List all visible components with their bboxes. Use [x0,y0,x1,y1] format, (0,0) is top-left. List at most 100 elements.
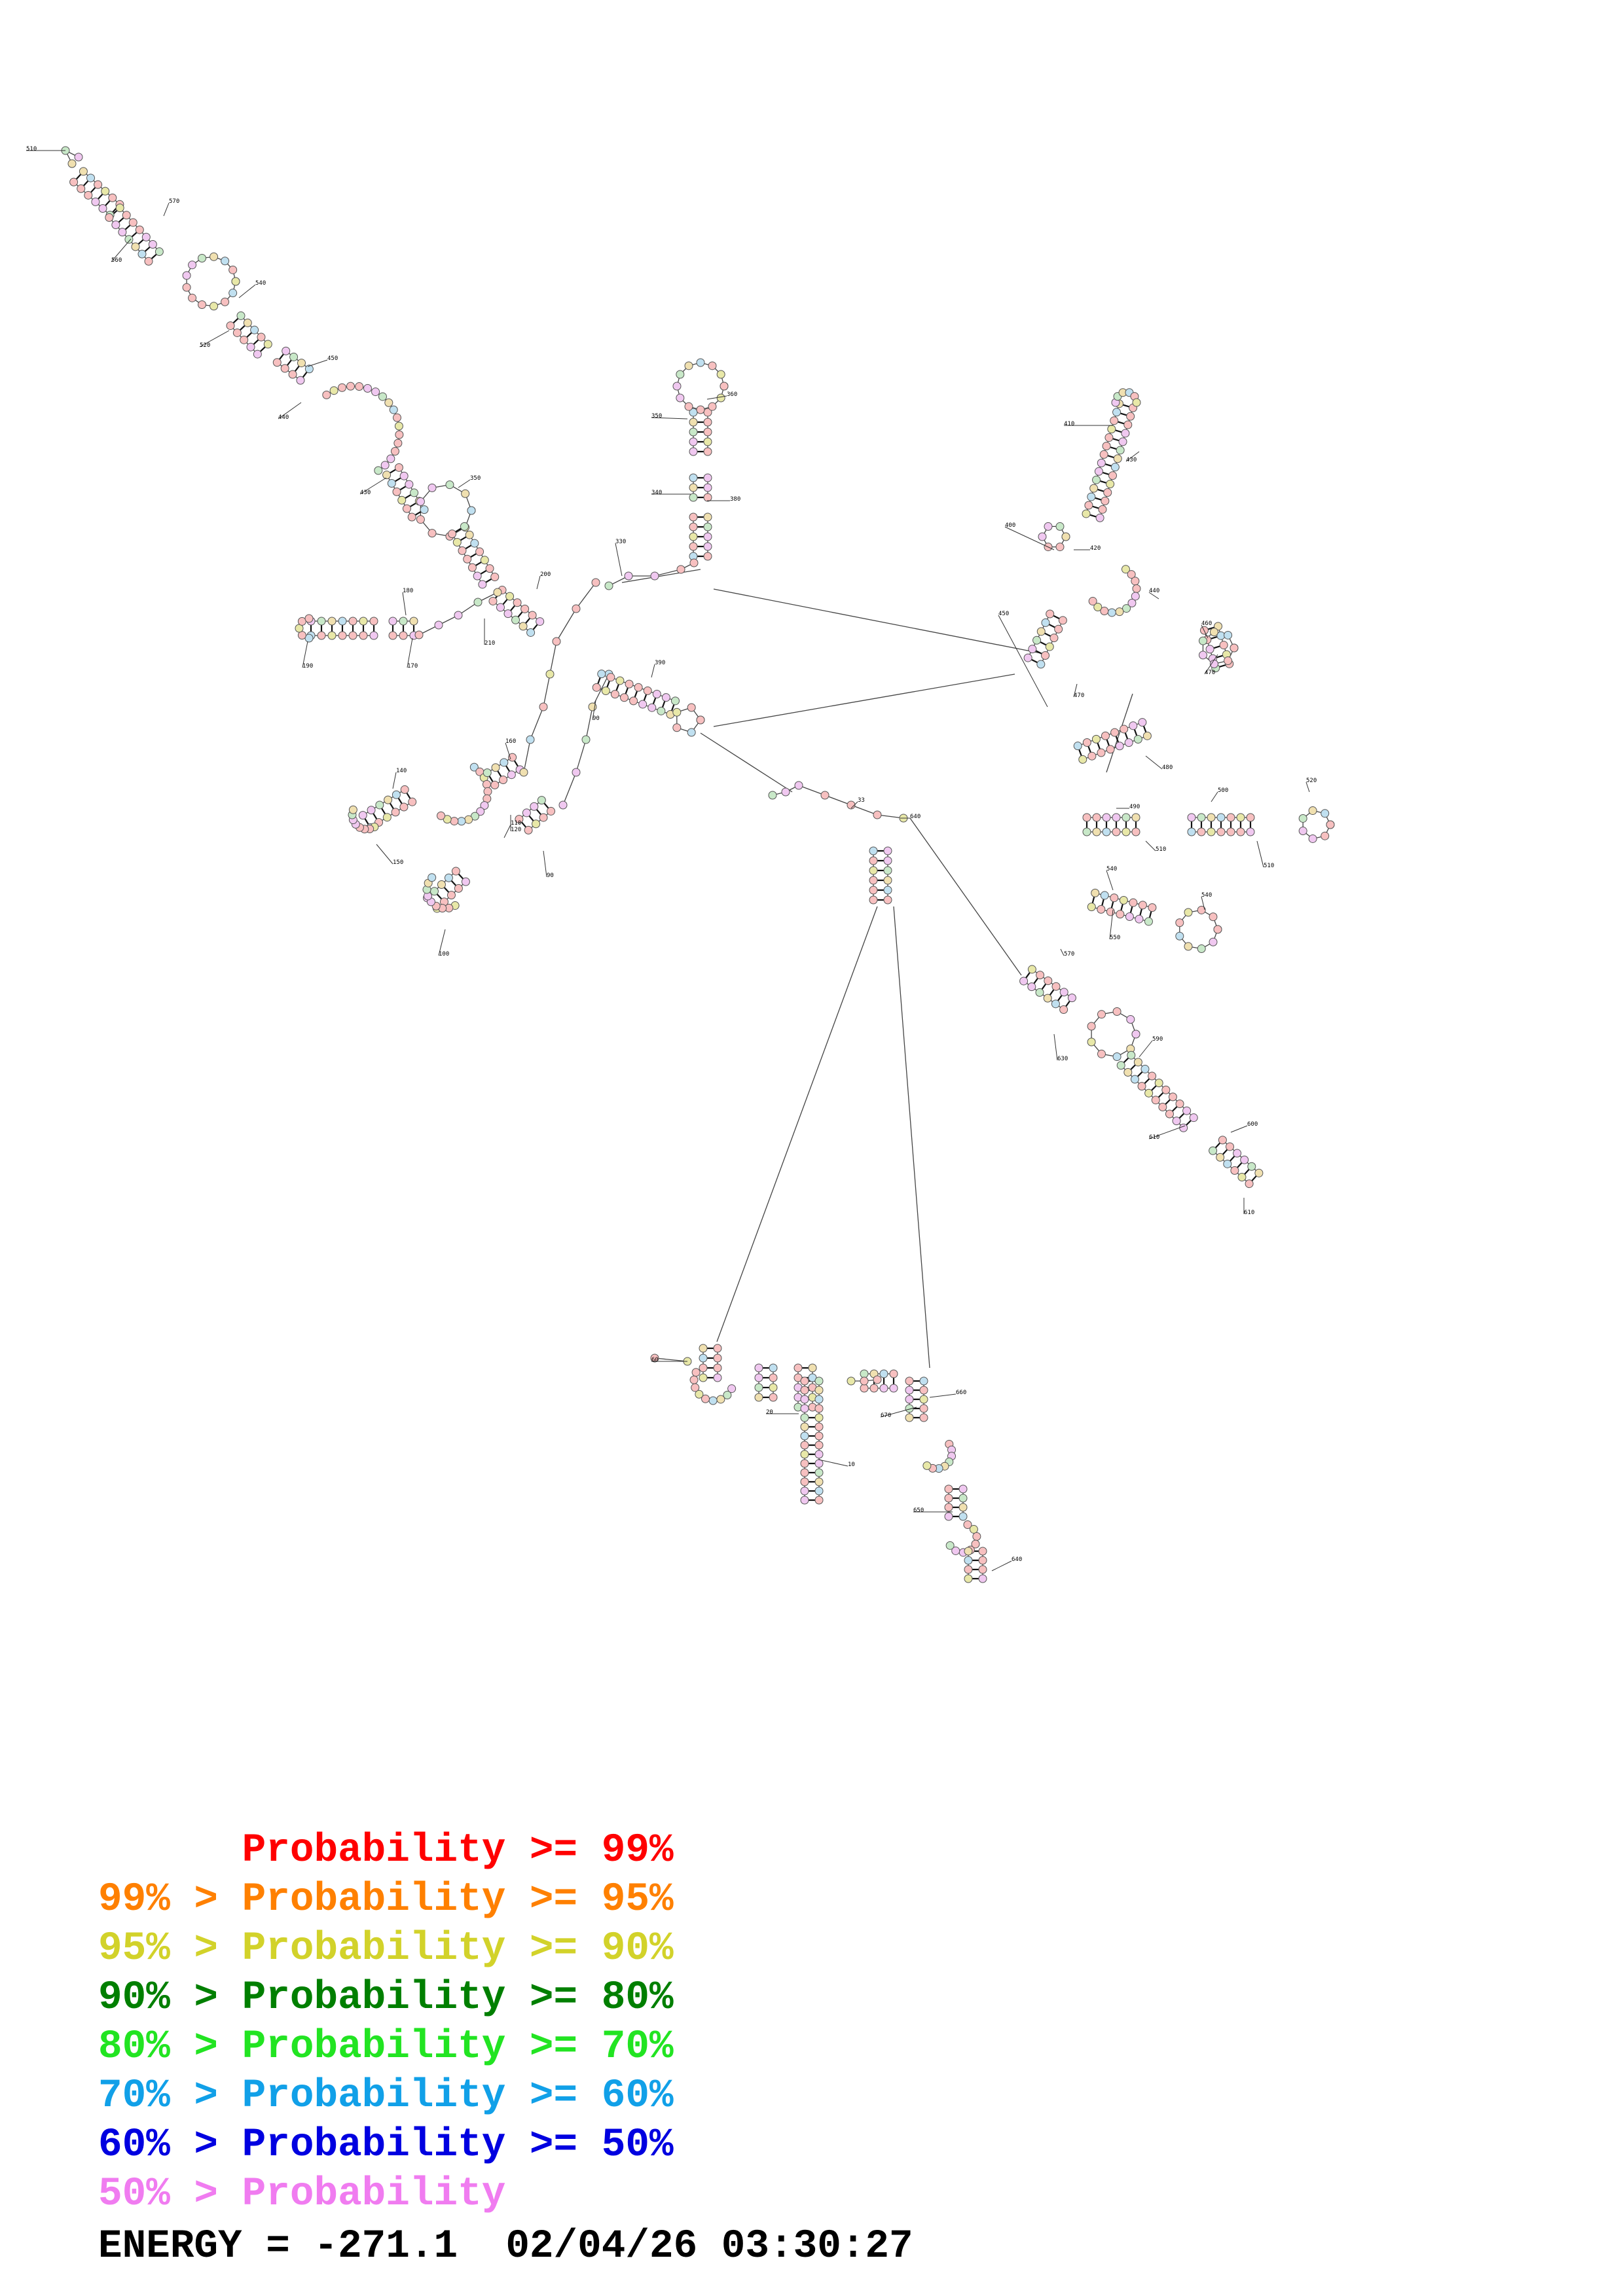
nucleotide [713,1363,722,1372]
nucleotide [716,393,725,403]
nucleotide [317,617,326,626]
nucleotide [508,753,517,762]
legend-row-60: 70% > Probability >= 60% [98,2072,674,2121]
nucleotide [1055,522,1065,531]
nucleotide [754,1363,763,1372]
label-leader [1201,624,1209,639]
label-leader [1256,840,1264,868]
position-label: 590 [1152,1036,1163,1043]
legend-label: Probability >= 50% [242,2123,674,2168]
nucleotide [408,797,417,806]
nucleotide [1236,827,1245,836]
nucleotide [526,735,535,744]
position-label: 510 [1156,846,1166,853]
nucleotide [483,787,492,796]
position-label: 450 [998,611,1009,617]
nucleotide [253,350,262,359]
label-leader [1148,592,1159,600]
label-leader [359,477,387,495]
nucleotide [629,696,638,706]
nucleotide [964,1565,973,1574]
legend-prefix: 80% > [98,2024,242,2070]
nucleotide [971,1539,980,1549]
nucleotide [1209,628,1218,637]
nucleotide [814,1459,824,1468]
nucleotide [1197,905,1206,914]
nucleotide [1175,918,1184,927]
nucleotide [814,1404,824,1413]
nucleotide [905,1376,914,1386]
position-label: 210 [484,640,495,647]
nucleotide [1237,1172,1247,1181]
nucleotide [1093,602,1103,611]
nucleotide [800,1376,809,1386]
nucleotide [1224,656,1233,666]
nucleotide [405,480,414,489]
label-leader [505,742,511,760]
nucleotide [359,631,368,640]
backbone-link [523,739,531,773]
nucleotide [460,522,469,531]
nucleotide [1216,813,1226,822]
nucleotide [1131,827,1140,836]
nucleotide [650,571,659,581]
nucleotide [282,346,291,355]
nucleotide [148,240,157,249]
nucleotide [800,1404,809,1413]
nucleotide [581,735,591,744]
nucleotide [684,402,693,411]
nucleotide [1184,908,1193,917]
backbone-link [1106,693,1133,773]
backbone-link [575,739,587,773]
position-label: 640 [910,814,921,820]
nucleotide [1112,813,1121,822]
nucleotide [634,683,643,692]
position-label: 470 [1205,670,1215,676]
label-leader [503,824,511,838]
nucleotide [67,159,77,168]
nucleotide [1088,597,1097,606]
nucleotide [1207,813,1216,822]
nucleotide [490,573,500,582]
label-leader [1060,948,1065,956]
nucleotide [601,686,610,695]
nucleotide [393,439,403,448]
nucleotide [1051,982,1061,991]
position-label: 510 [1264,863,1274,869]
nucleotide [391,808,400,817]
nucleotide [407,512,416,522]
nucleotide [1058,616,1067,625]
nucleotide [231,277,240,286]
position-label: 360 [727,391,737,398]
position-label: 430 [360,490,371,496]
nucleotide [454,611,463,620]
nucleotide [708,402,717,411]
nucleotide [606,673,615,682]
nucleotide [1059,988,1068,997]
nucleotide [289,352,299,361]
nucleotide [1179,1123,1188,1132]
nucleotide [1041,618,1050,627]
nucleotide [263,340,272,349]
nucleotide [1092,475,1101,484]
backbone-link [716,906,878,1342]
nucleotide [513,598,522,607]
nucleotide [1131,577,1140,586]
nucleotide [243,318,252,327]
nucleotide [723,1391,732,1400]
nucleotide [1182,1106,1192,1115]
label-leader [998,615,1048,708]
nucleotide [467,506,476,515]
nucleotide [532,819,541,829]
nucleotide [1209,937,1218,946]
legend-label: Probability [242,2172,506,2217]
nucleotide [519,622,528,631]
nucleotide [1226,813,1235,822]
label-leader [818,1459,848,1467]
nucleotide [1100,607,1109,616]
nucleotide [1108,471,1118,480]
nucleotide [703,532,712,541]
position-label: 60 [651,1357,659,1363]
nucleotide [964,1547,973,1556]
nucleotide [1119,895,1128,905]
